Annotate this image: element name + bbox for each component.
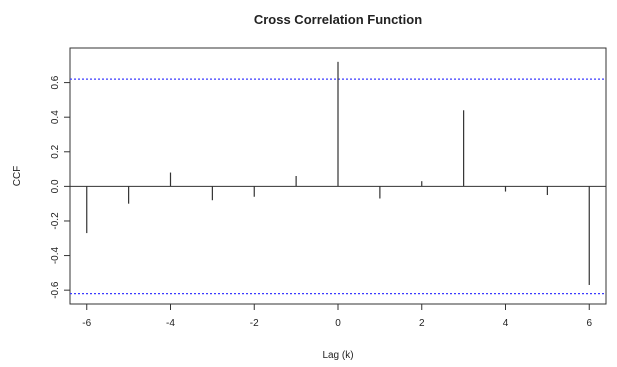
x-tick-label: 4: [503, 318, 509, 329]
y-tick-label: -0.4: [50, 247, 61, 265]
y-tick-label: 0.4: [50, 110, 61, 124]
x-tick-label: -4: [166, 318, 175, 329]
y-tick-label: 0.2: [50, 144, 61, 158]
chart-title: Cross Correlation Function: [254, 12, 422, 27]
y-tick-label: 0.6: [50, 75, 61, 89]
x-tick-label: -6: [82, 318, 91, 329]
x-tick-label: 0: [335, 318, 341, 329]
y-axis-title: CCF: [12, 166, 23, 187]
x-tick-label: -2: [250, 318, 259, 329]
y-tick-label: -0.6: [50, 281, 61, 299]
x-tick-label: 6: [586, 318, 592, 329]
y-tick-label: 0.0: [50, 179, 61, 193]
y-tick-label: -0.2: [50, 212, 61, 230]
x-axis-title: Lag (k): [322, 350, 353, 361]
x-tick-label: 2: [419, 318, 425, 329]
